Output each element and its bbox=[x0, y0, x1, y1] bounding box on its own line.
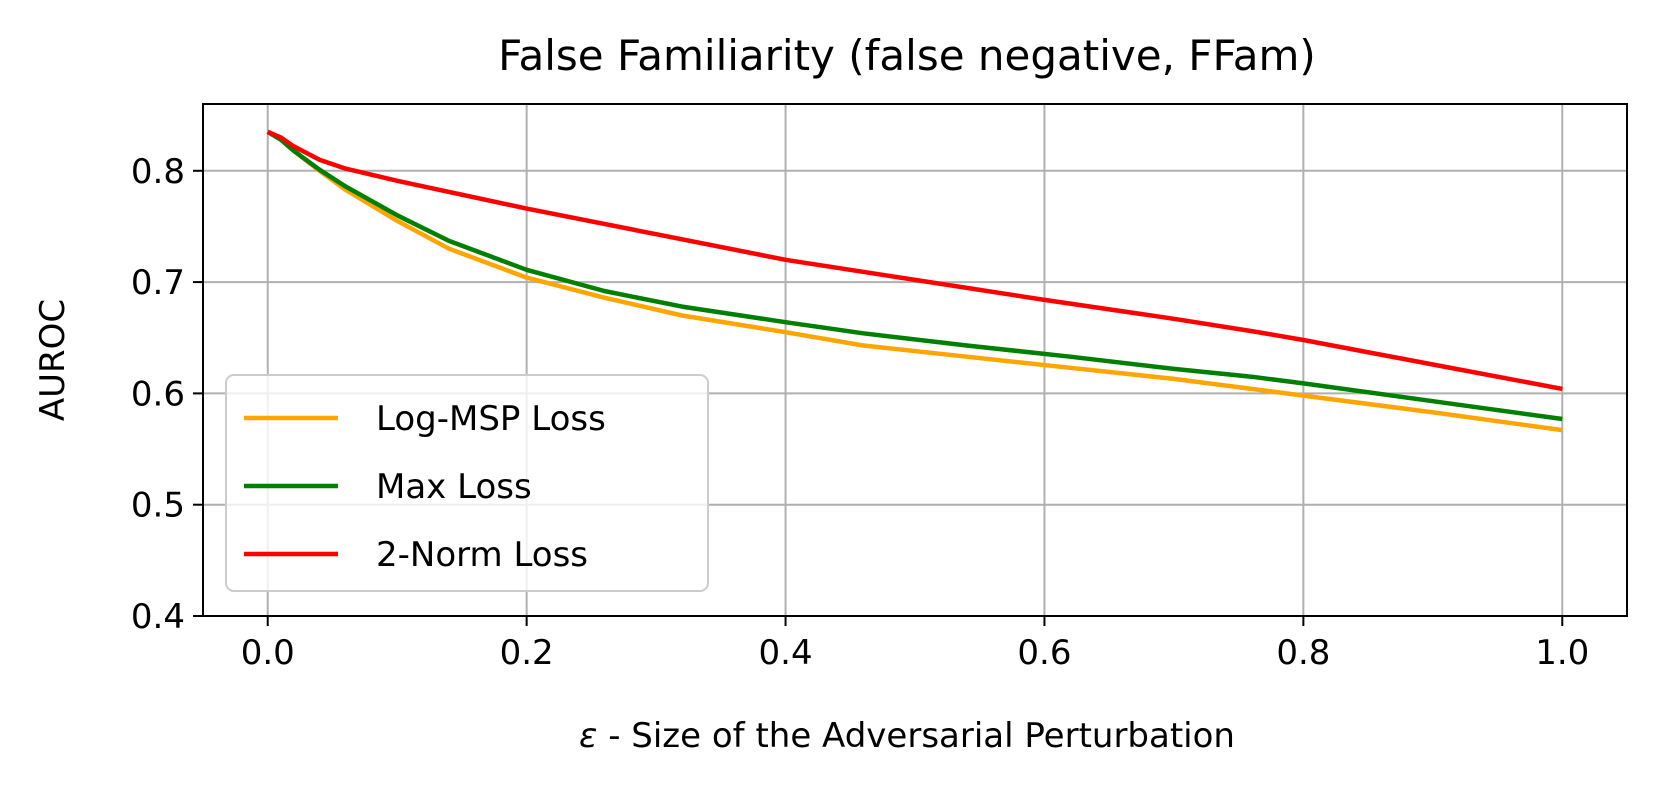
legend: Log-MSP Loss Max Loss 2-Norm Loss bbox=[225, 374, 709, 592]
x-axis-title: ε - Size of the Adversarial Perturbation bbox=[579, 716, 1235, 756]
legend-label-2-norm-loss: 2-Norm Loss bbox=[376, 535, 588, 575]
x-tick-label: 0.6 bbox=[1017, 633, 1071, 673]
y-axis-title: AUROC bbox=[33, 299, 73, 421]
legend-label-log-msp-loss: Log-MSP Loss bbox=[376, 399, 606, 439]
x-axis-title-text: - Size of the Adversarial Perturbation bbox=[597, 716, 1235, 756]
legend-items: Log-MSP Loss Max Loss 2-Norm Loss bbox=[244, 399, 606, 575]
x-axis-epsilon-symbol: ε bbox=[579, 716, 597, 756]
legend-box bbox=[225, 374, 709, 592]
series-line-max-loss bbox=[266, 129, 1563, 422]
x-tick-label: 0.2 bbox=[500, 633, 554, 673]
x-tick-label: 0.4 bbox=[759, 633, 813, 673]
series-lines bbox=[266, 129, 1563, 433]
y-tick-label: 0.5 bbox=[131, 486, 185, 526]
plot-frame bbox=[202, 103, 1628, 617]
y-tick-label: 0.4 bbox=[131, 597, 185, 637]
x-tick-label: 0.0 bbox=[241, 633, 295, 673]
x-tick-label: 0.8 bbox=[1276, 633, 1330, 673]
y-tick-label: 0.6 bbox=[131, 374, 185, 414]
x-tick-label: 1.0 bbox=[1535, 633, 1589, 673]
axis-ticks: 0.0 0.2 0.4 0.6 0.8 1.0 0.4 0.5 0.6 0.7 0.8 bbox=[131, 152, 1589, 673]
legend-label-max-loss: Max Loss bbox=[376, 467, 532, 507]
y-tick-label: 0.8 bbox=[131, 152, 185, 192]
y-tick-label: 0.7 bbox=[131, 263, 185, 303]
chart-title: False Familiarity (false negative, FFam) bbox=[498, 31, 1316, 80]
series-line-2-norm-loss bbox=[266, 129, 1563, 392]
